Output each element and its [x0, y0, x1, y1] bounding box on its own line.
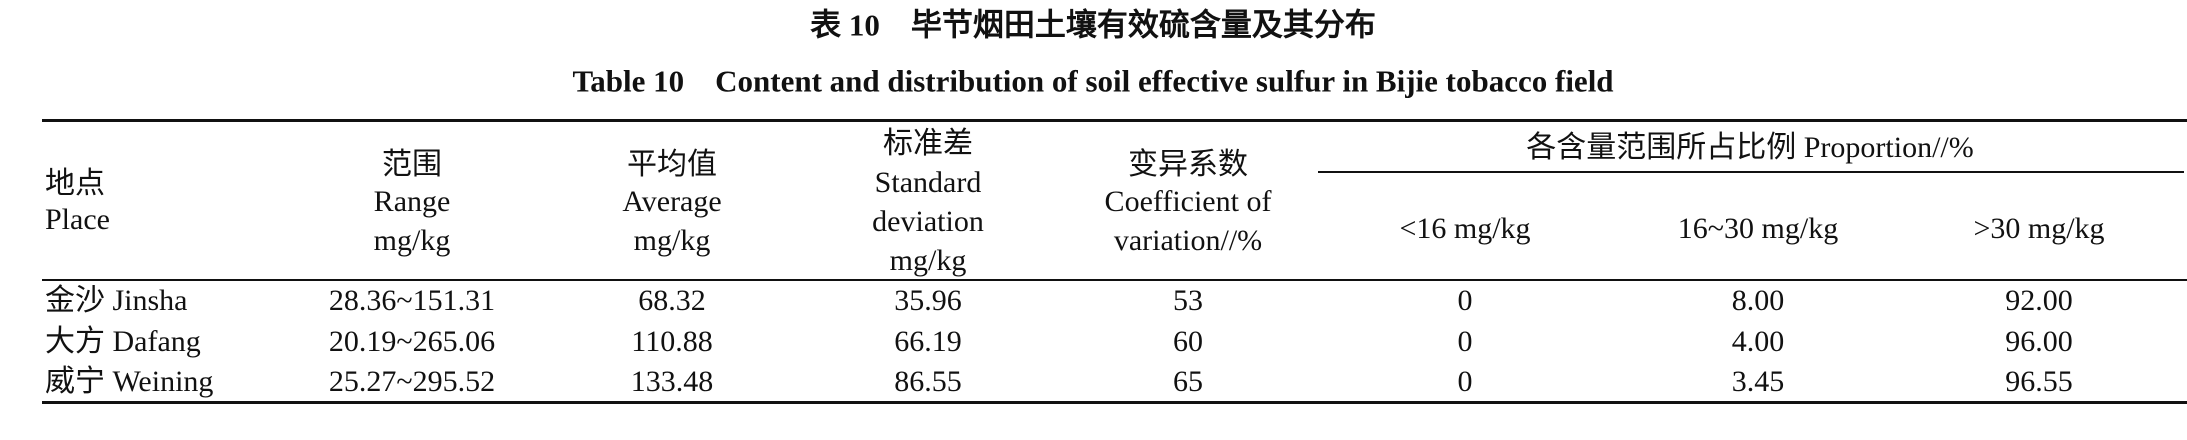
table-cell: 20.19~265.06: [328, 325, 496, 358]
header-cell: variation//%: [1113, 224, 1263, 258]
header-cell: 变异系数: [1128, 147, 1248, 181]
table-cell: 4.00: [1731, 325, 1785, 358]
table-cell: 0: [1457, 365, 1473, 398]
sub-header: <16 mg/kg: [1399, 211, 1531, 245]
table-cell: 8.00: [1731, 284, 1785, 317]
table-cell: 金沙 Jinsha: [45, 284, 188, 317]
sub-header: 16~30 mg/kg: [1677, 211, 1839, 245]
table-cell: 65: [1173, 365, 1203, 398]
header-cell: Average: [622, 185, 722, 219]
table-cell: 3.45: [1731, 365, 1785, 398]
header-cell: Place: [45, 203, 110, 237]
header-rule: [42, 279, 2187, 281]
header-cell: deviation: [872, 204, 984, 238]
table-cell: 96.00: [2005, 325, 2073, 358]
header-cell: 标准差: [883, 126, 973, 160]
header-cell: mg/kg: [633, 224, 711, 258]
group-rule: [1318, 171, 2184, 173]
header-cell: mg/kg: [373, 224, 451, 258]
header-cell: 平均值: [627, 147, 717, 181]
header-cell: 范围: [382, 147, 442, 181]
table-cell: 35.96: [894, 284, 962, 317]
table-cell: 28.36~151.31: [328, 284, 496, 317]
table-cell: 92.00: [2005, 284, 2073, 317]
table-cell: 68.32: [638, 284, 706, 317]
table-cell: 110.88: [631, 325, 713, 358]
table-cell: 66.19: [894, 325, 962, 358]
sub-header: >30 mg/kg: [1973, 211, 2105, 245]
title-en: Table 10 Content and distribution of soi…: [572, 63, 1614, 99]
table-cell: 53: [1173, 284, 1203, 317]
table-cell: 96.55: [2005, 365, 2073, 398]
header-cell: 地点: [45, 167, 105, 201]
header-cell: Standard: [874, 165, 982, 199]
table-cell: 86.55: [894, 365, 962, 398]
header-cell: Coefficient of: [1104, 185, 1272, 219]
table-cell: 0: [1457, 284, 1473, 317]
header-cell: mg/kg: [889, 243, 967, 277]
bottom-rule: [42, 401, 2187, 404]
group-header: 各含量范围所占比例 Proportion//%: [1526, 130, 1974, 164]
table-cell: 60: [1173, 325, 1203, 358]
table-cell: 25.27~295.52: [328, 365, 496, 398]
header-cell: Range: [373, 185, 451, 219]
title-cn: 表 10 毕节烟田土壤有效硫含量及其分布: [810, 7, 1376, 43]
table-cell: 0: [1457, 325, 1473, 358]
table-cell: 大方 Dafang: [45, 325, 201, 358]
table-cell: 133.48: [630, 365, 714, 398]
top-rule: [42, 119, 2187, 122]
table-cell: 威宁 Weining: [45, 365, 214, 398]
